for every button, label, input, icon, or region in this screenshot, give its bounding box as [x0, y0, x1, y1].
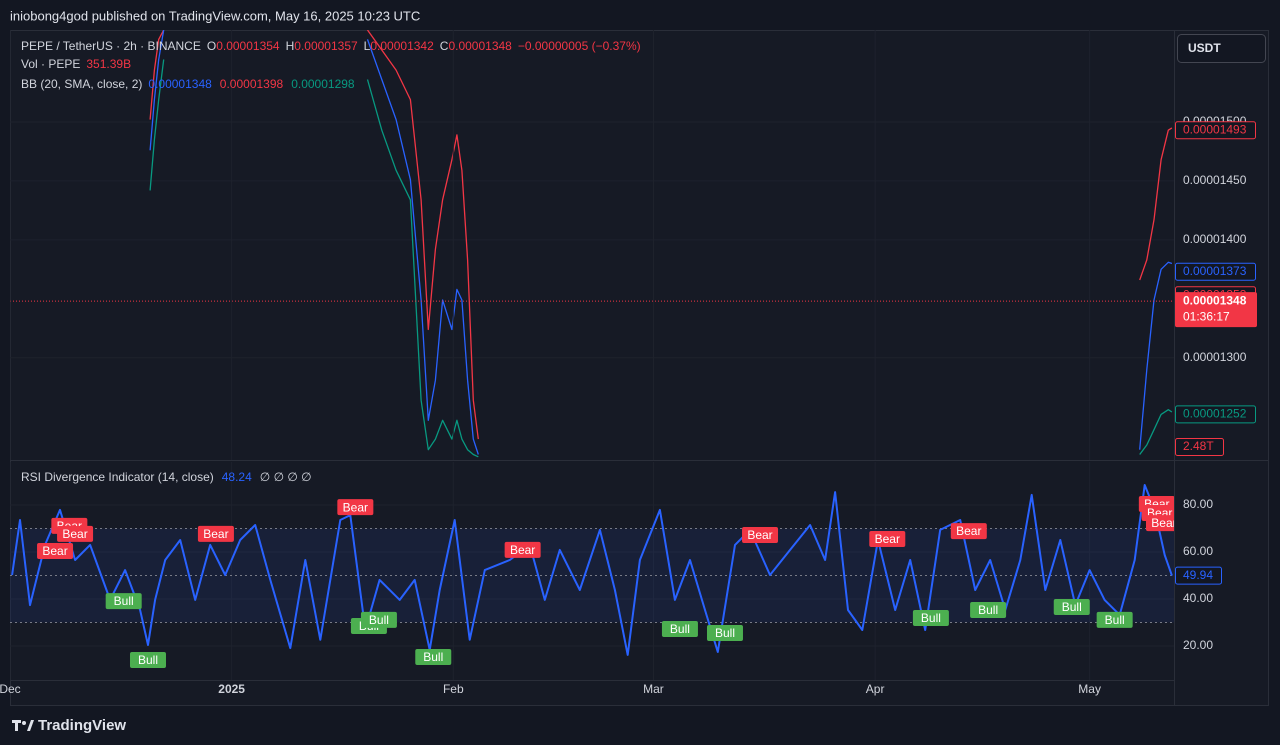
ohlc-value: 0.00001342: [370, 39, 434, 53]
x-tick-label: Dec: [0, 682, 21, 696]
indicator-name: BB (20, SMA, close, 2): [21, 77, 142, 91]
signal-label: [706, 625, 743, 642]
brand: TradingView: [38, 717, 126, 734]
signal-text: Bear: [1151, 516, 1176, 530]
signal-label: [415, 648, 452, 665]
volume-axis-label: [1175, 438, 1224, 456]
ohlc-value: 0.00001357: [294, 39, 358, 53]
symbol-title: PEPE / TetherUS · 2h · BINANCE: [21, 39, 201, 53]
rsi-placeholders: ∅ ∅ ∅ ∅: [260, 470, 312, 484]
rsi-value: 48.24: [222, 470, 252, 484]
rsi-axis-label: [1175, 566, 1222, 585]
volume-axis-text: 2.48T: [1183, 439, 1214, 453]
indicator-value: 0.00001348: [148, 77, 212, 91]
last-price-label: [1175, 292, 1257, 328]
signal-label: [105, 593, 142, 610]
signal-text: Bull: [715, 626, 735, 640]
price-axis-label: [1175, 262, 1256, 281]
currency-button[interactable]: [1177, 34, 1266, 63]
overlay: 0.000013000.000014000.000014500.00001500…: [0, 39, 1257, 696]
signal-text: Bear: [875, 532, 900, 546]
price-axis-label-text: 0.00001373: [1183, 264, 1247, 278]
signal-label: [37, 543, 74, 560]
signal-label: [869, 531, 906, 548]
signal-text: Bear: [203, 527, 228, 541]
price-axis-label-text: 0.00001252: [1183, 407, 1247, 421]
signal-text: Bull: [369, 613, 389, 627]
signal-text: Bear: [343, 500, 368, 514]
y-tick-label: 20.00: [1183, 638, 1213, 652]
last-price-text: 0.00001348: [1183, 293, 1247, 307]
change: −0.00000005 (−0.37%): [518, 39, 641, 53]
bb-line: [149, 30, 1173, 440]
y-tick-label: 0.00001400: [1183, 232, 1247, 246]
ohlc-label: O: [207, 39, 216, 53]
y-tick-label: 40.00: [1183, 591, 1213, 605]
volume-name: Vol · PEPE: [21, 57, 80, 71]
ohlc-value: 0.00001354: [216, 39, 280, 53]
signal-text: Bull: [978, 603, 998, 617]
ohlc-label: C: [440, 39, 449, 53]
signal-label: [1053, 598, 1090, 615]
signal-label: [1096, 611, 1133, 628]
signal-label: [950, 523, 987, 540]
rsi-axis-text: 49.94: [1183, 568, 1213, 582]
x-tick-label: May: [1078, 682, 1101, 696]
signal-text: Bear: [42, 544, 67, 558]
currency-label: USDT: [1188, 41, 1221, 55]
signal-text: Bull: [921, 611, 941, 625]
ohlc-label: L: [364, 39, 371, 53]
brand-logo: [12, 720, 34, 731]
signal-label: [360, 611, 397, 628]
price-plot: [10, 30, 1174, 460]
ohlc-label: H: [286, 39, 295, 53]
y-tick-label: 0.00001450: [1183, 173, 1247, 187]
y-tick-label: 80.00: [1183, 497, 1213, 511]
signal-label: [504, 541, 541, 558]
signal-text: Bull: [138, 653, 158, 667]
bb-line: [149, 59, 1173, 458]
signal-label: [129, 652, 166, 669]
signal-label: [661, 621, 698, 638]
rsi-title: RSI Divergence Indicator (14, close): [21, 470, 214, 484]
signal-label: [1145, 515, 1174, 532]
publisher: iniobong4god published on TradingView.co…: [10, 8, 420, 23]
price-axis-label: [1175, 405, 1256, 424]
x-tick-label: Mar: [643, 682, 664, 696]
bb-line: [149, 30, 1173, 455]
signal-label: [197, 525, 234, 542]
signal-text: Bull: [670, 622, 690, 636]
countdown: 01:36:17: [1183, 309, 1230, 323]
signal-text: Bull: [1062, 600, 1082, 614]
volume-value: 351.39B: [86, 57, 131, 71]
chart-frame: [10, 30, 1269, 706]
y-tick-label: 0.00001300: [1183, 350, 1247, 364]
signal-text: Bear: [510, 543, 535, 557]
signal-label: [57, 525, 94, 542]
signal-text: Bull: [423, 650, 443, 664]
signal-label: [337, 499, 374, 516]
signal-label: [912, 609, 949, 626]
x-tick-label: 2025: [218, 682, 245, 696]
indicator-value: 0.00001298: [291, 77, 355, 91]
signal-text: Bull: [114, 594, 134, 608]
y-tick-label: 60.00: [1183, 544, 1213, 558]
ohlc-value: 0.00001348: [448, 39, 512, 53]
price-axis-label: [1175, 121, 1256, 140]
signal-label: [970, 601, 1007, 618]
signal-text: Bear: [62, 527, 87, 541]
price-axis-label-text: 0.00001493: [1183, 122, 1247, 136]
x-tick-label: Feb: [443, 682, 464, 696]
signal-label: [742, 527, 779, 544]
signal-text: Bear: [956, 524, 981, 538]
indicator-value: 0.00001398: [220, 77, 284, 91]
signal-text: Bear: [747, 528, 772, 542]
x-tick-label: Apr: [866, 682, 885, 696]
signal-text: Bull: [1105, 613, 1125, 627]
